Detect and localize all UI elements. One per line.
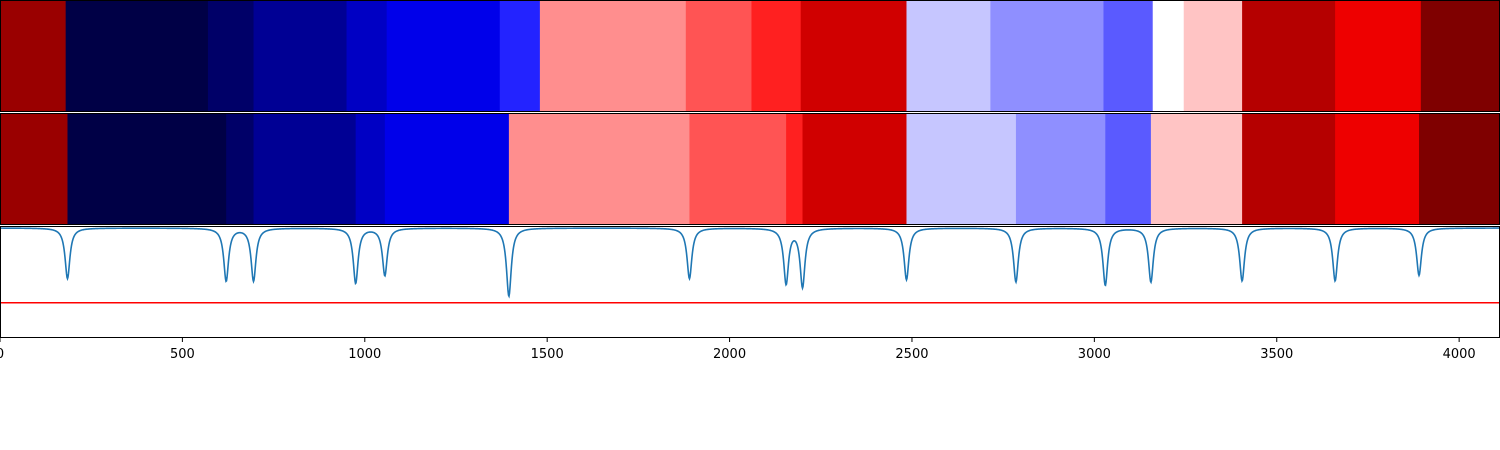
heatmap-row-bottom: [0, 113, 1500, 225]
heatmap-cell: [1419, 113, 1500, 225]
heatmap-cell: [906, 113, 1017, 225]
heatmap-cell: [1015, 113, 1106, 225]
heatmap-cell: [751, 0, 802, 112]
heatmap-cell: [226, 113, 255, 225]
heatmap-cell: [1105, 113, 1152, 225]
x-tick-label: 3000: [1078, 347, 1111, 362]
signal-panel: [0, 226, 1500, 338]
heatmap-cell: [1242, 113, 1336, 225]
heatmap-cell: [1103, 0, 1154, 112]
heatmap-cell: [253, 0, 348, 112]
heatmap-cell: [67, 113, 227, 225]
heatmap-cell: [346, 0, 388, 112]
heatmap-cell: [508, 113, 691, 225]
x-tick-label: 2500: [895, 347, 928, 362]
heatmap-cell: [253, 113, 357, 225]
heatmap-cell: [990, 0, 1105, 112]
heatmap-cell: [499, 0, 541, 112]
heatmap-cell: [1242, 0, 1336, 112]
x-tick-label: 1500: [531, 347, 564, 362]
heatmap-cell: [1335, 0, 1422, 112]
heatmap-cell: [1183, 0, 1243, 112]
x-tick-label: 3500: [1260, 347, 1293, 362]
heatmap-cell: [355, 113, 386, 225]
heatmap-cell: [1152, 0, 1185, 112]
heatmap-cell: [689, 113, 787, 225]
x-tick-label: 4000: [1443, 347, 1476, 362]
x-tick-label: 0: [0, 347, 4, 362]
x-tick-label: 500: [170, 347, 195, 362]
heatmap-cell: [207, 0, 255, 112]
heatmap-cell: [1420, 0, 1500, 112]
heatmap-cell: [0, 0, 67, 112]
heatmap-cell: [1335, 113, 1420, 225]
heatmap-cell: [802, 113, 908, 225]
x-axis: 0 500 1000 1500 2000 2500 3000 3500 4000: [0, 338, 1476, 362]
heatmap-cell: [539, 0, 687, 112]
heatmap-row-top: [0, 0, 1500, 112]
heatmap-cell: [384, 113, 510, 225]
heatmap-cell: [906, 0, 991, 112]
x-tick-label: 2000: [713, 347, 746, 362]
signal-line: [0, 227, 1500, 299]
heatmap-cell: [786, 113, 804, 225]
heatmap-cell: [685, 0, 753, 112]
heatmap-cell: [800, 0, 908, 112]
heatmap-cell: [65, 0, 209, 112]
heatmap-cell: [0, 113, 69, 225]
x-tick-label: 1000: [348, 347, 381, 362]
heatmap-cell: [1150, 113, 1243, 225]
heatmap-cell: [386, 0, 501, 112]
